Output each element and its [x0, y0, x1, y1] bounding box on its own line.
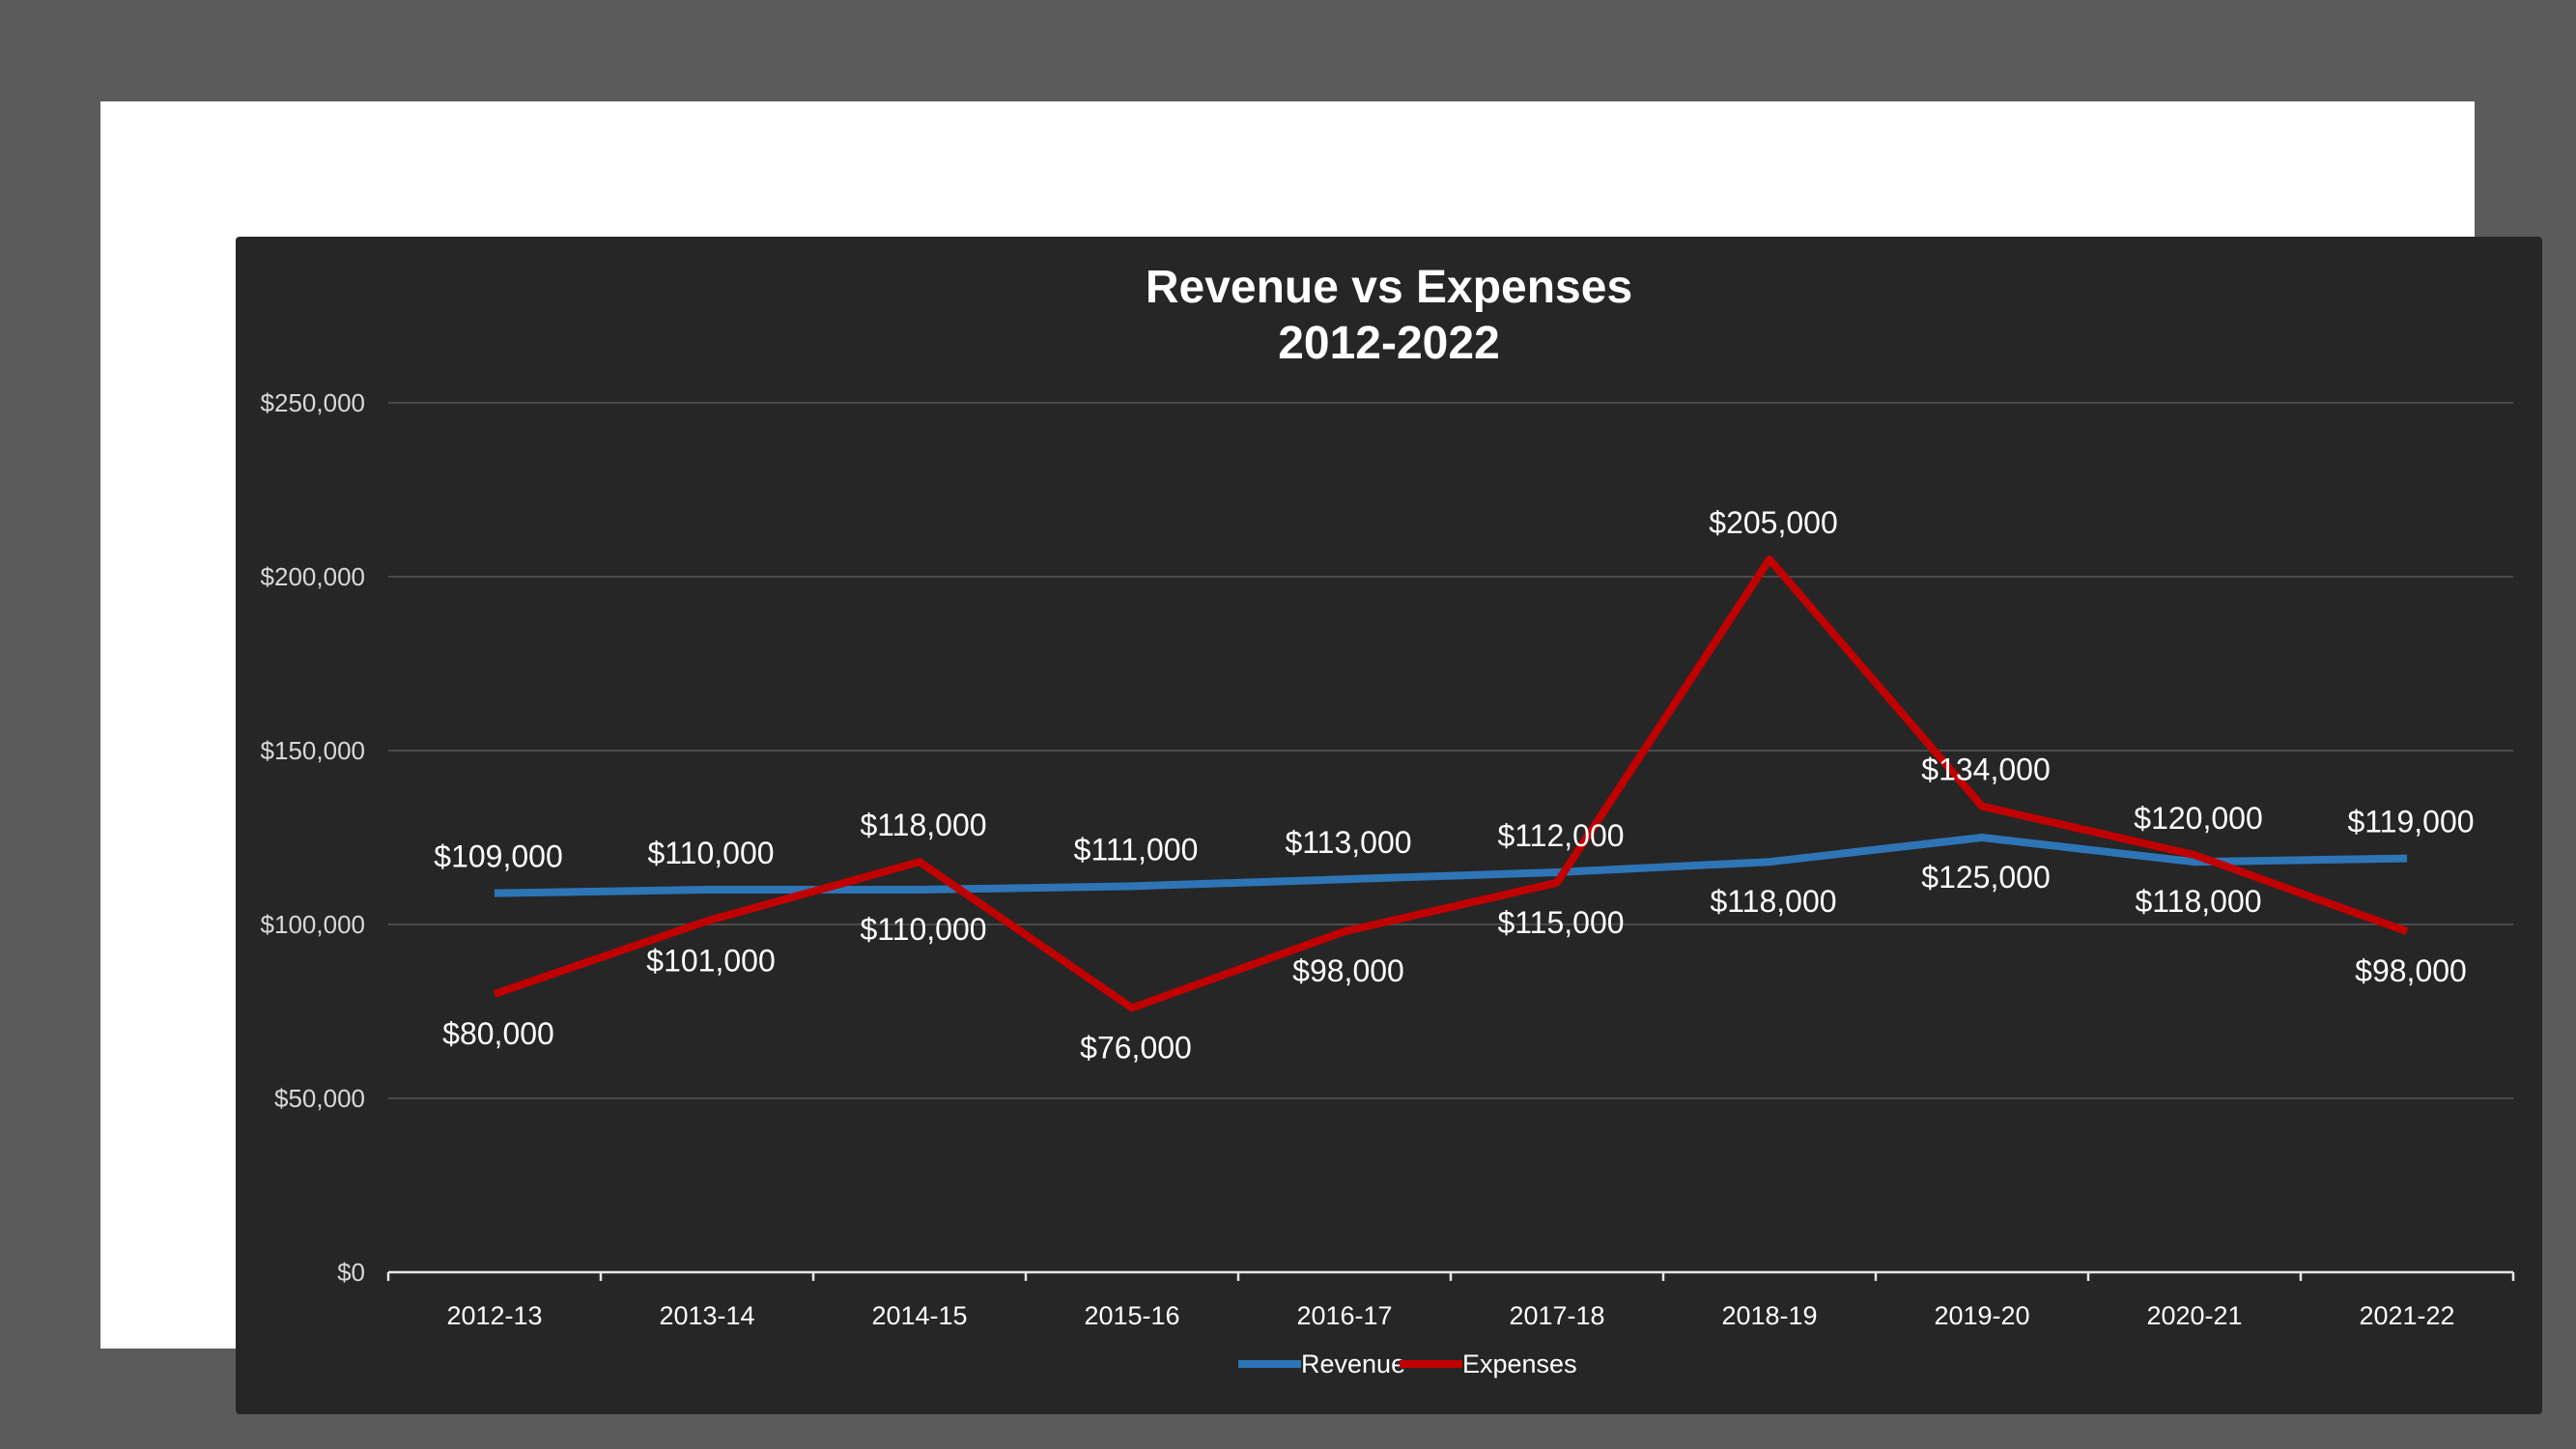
data-label-revenue: $118,000 [2135, 884, 2261, 919]
y-tick-label: $100,000 [261, 910, 365, 939]
data-label-expenses: $98,000 [2355, 953, 2467, 988]
x-tick-label: 2020-21 [2146, 1301, 2242, 1330]
chart-frame: Revenue vs Expenses 2012-2022 $0 $50,000 $… [100, 101, 2542, 1414]
x-tick-label: 2016-17 [1296, 1301, 1392, 1330]
y-tick-label: $0 [337, 1258, 365, 1287]
data-label-revenue: $110,000 [860, 912, 986, 947]
legend-item-expenses: Expenses [1400, 1350, 1577, 1378]
x-tick-label: 2018-19 [1721, 1301, 1817, 1330]
chart-area: Revenue vs Expenses 2012-2022 $0 $50,000 $… [236, 237, 2542, 1414]
y-tick-label: $50,000 [274, 1084, 365, 1113]
data-label-revenue: $111,000 [1074, 832, 1199, 867]
x-tick-label: 2021-22 [2359, 1301, 2454, 1330]
series-lines [493, 555, 2409, 1012]
x-tick-label: 2014-15 [871, 1301, 967, 1330]
data-label-expenses: $205,000 [1709, 505, 1837, 540]
data-label-revenue: $112,000 [1497, 818, 1624, 853]
data-label-revenue: $119,000 [2347, 805, 2474, 839]
data-label-revenue: $109,000 [434, 839, 562, 874]
legend-label: Revenue [1301, 1350, 1405, 1378]
x-tick-label: 2012-13 [446, 1301, 542, 1330]
axes: $0 $50,000 $100,000 $150,000 $200,000 $250,00… [261, 388, 2515, 1330]
data-label-revenue: $125,000 [1921, 860, 2050, 895]
chart-svg: Revenue vs Expenses 2012-2022 $0$50,000$… [261, 262, 2515, 1378]
data-label-expenses: $101,000 [646, 943, 775, 978]
chart-title-line-1: Revenue vs Expenses [1146, 262, 1632, 313]
data-label-expenses: $76,000 [1080, 1030, 1192, 1065]
x-tick-label: 2019-20 [1934, 1301, 2029, 1330]
data-label-revenue: $118,000 [1710, 884, 1836, 919]
chart-title-line-2: 2012-2022 [1278, 318, 1500, 369]
data-label-expenses: $115,000 [1497, 905, 1624, 940]
data-labels: $109,000 $80,000 $110,000 $101,000 $110,000 $… [434, 505, 2474, 1065]
y-tick-label: $150,000 [261, 736, 365, 765]
data-label-expenses: $120,000 [2134, 801, 2262, 836]
legend-label: Expenses [1462, 1350, 1577, 1378]
legend-item-revenue: Revenue [1238, 1350, 1405, 1378]
data-label-expenses: $98,000 [1292, 953, 1404, 988]
data-label-expenses: $134,000 [1921, 753, 2050, 787]
series-line-revenue [494, 834, 2408, 897]
y-tick-label: $200,000 [261, 562, 365, 591]
data-label-revenue: $113,000 [1285, 825, 1411, 860]
series-line-expenses [493, 555, 2409, 1012]
y-tick-label: $250,000 [261, 388, 365, 417]
data-label-expenses: $80,000 [442, 1016, 554, 1051]
x-tick-label: 2015-16 [1084, 1301, 1179, 1330]
data-label-revenue: $110,000 [647, 836, 774, 870]
x-tick-label: 2017-18 [1509, 1301, 1604, 1330]
legend: Revenue Expenses [1238, 1350, 1577, 1378]
data-label-expenses: $118,000 [860, 808, 986, 842]
gridlines [388, 402, 2513, 1099]
x-tick-label: 2013-14 [659, 1301, 754, 1330]
